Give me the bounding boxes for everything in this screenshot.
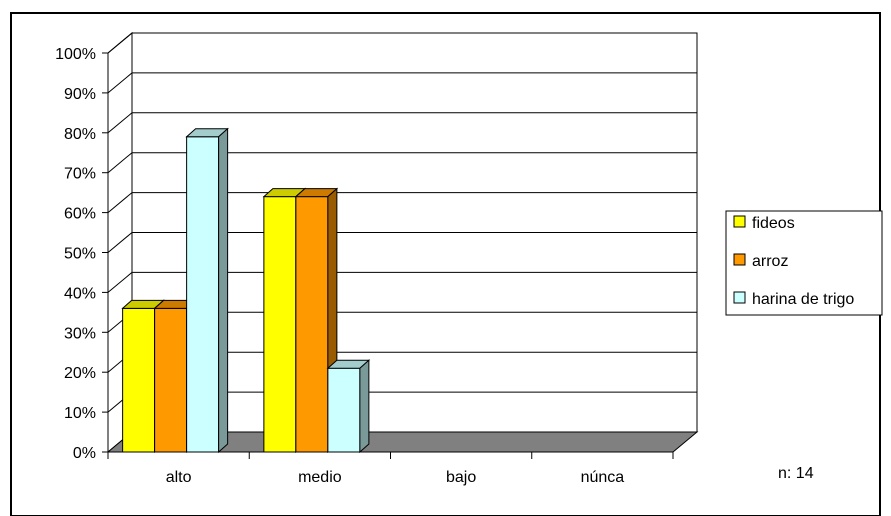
x-category-label: alto — [166, 469, 192, 486]
bar-front — [295, 196, 329, 453]
bars — [121, 127, 371, 454]
bar-side — [359, 359, 370, 454]
bar — [294, 187, 339, 454]
y-tick-label: 0% — [73, 445, 96, 462]
legend-swatch — [733, 253, 746, 266]
x-category-label: bajo — [446, 469, 476, 486]
legend-label: fideos — [752, 215, 795, 232]
y-tick-label: 20% — [64, 365, 96, 382]
y-axis-ticks: 0% 10% 20% 30% 40% 50% 60% 70% 80% 90% 100% — [55, 46, 109, 462]
x-category-label: núnca — [581, 469, 625, 486]
x-category-label: medio — [298, 469, 342, 486]
y-tick-label: 30% — [64, 325, 96, 342]
legend-label: harina de trigo — [752, 291, 854, 308]
y-tick-label: 40% — [64, 285, 96, 302]
y-tick-label: 90% — [64, 86, 96, 103]
gridline — [107, 271, 697, 293]
bar-front — [186, 136, 220, 453]
legend-label: arroz — [752, 253, 788, 270]
bar-front — [122, 307, 156, 453]
bar-front — [327, 367, 361, 453]
legend-swatch — [733, 291, 746, 304]
gridline — [107, 152, 697, 174]
y-tick-label: 10% — [64, 405, 96, 422]
legend: fideos arroz harina de trigo — [725, 210, 883, 316]
y-tick-label: 100% — [55, 46, 96, 63]
gridline — [107, 32, 697, 54]
bar-front — [154, 307, 188, 453]
gridline — [107, 232, 697, 253]
legend-swatch — [733, 215, 746, 228]
gridline — [107, 112, 697, 134]
gridline — [107, 192, 697, 213]
bar — [326, 359, 371, 454]
y-tick-label: 70% — [64, 166, 96, 183]
sample-size-note: n: 14 — [778, 465, 814, 482]
x-axis-categories: alto medio bajo núnca — [107, 451, 674, 486]
y-tick-label: 60% — [64, 206, 96, 223]
bar-side — [218, 127, 229, 454]
y-tick-label: 50% — [64, 246, 96, 263]
bar — [185, 127, 229, 454]
y-tick-label: 80% — [64, 126, 96, 143]
gridline — [107, 72, 697, 94]
bar-front — [263, 196, 297, 453]
legend-box — [725, 210, 883, 316]
